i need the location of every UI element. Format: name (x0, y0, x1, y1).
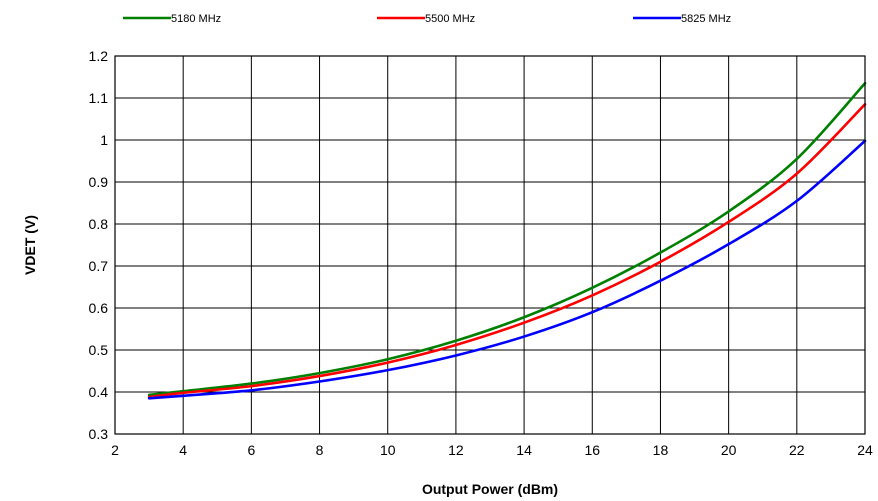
x-tick-label: 18 (653, 442, 669, 458)
y-tick-label: 0.9 (89, 174, 109, 190)
plot-background (115, 56, 865, 434)
x-tick-label: 24 (857, 442, 873, 458)
legend-label: 5825 MHz (681, 13, 731, 25)
series-lines (147, 82, 867, 400)
series-line-2 (147, 139, 867, 400)
y-tick-label: 0.5 (89, 342, 109, 358)
x-tick-label: 12 (448, 442, 464, 458)
x-tick-labels: 2 4 6 8 10 12 14 16 18 20 22 24 (111, 442, 873, 458)
plot-frame (114, 55, 866, 435)
y-tick-labels: 1.2 1.1 1 0.9 0.8 0.7 0.6 0.5 0.4 0.3 (89, 48, 109, 442)
x-tick-label: 10 (380, 442, 396, 458)
legend-label: 5180 MHz (171, 13, 221, 25)
legend: 5180 MHz 5500 MHz 5825 MHz (123, 13, 731, 25)
y-tick-label: 0.8 (89, 216, 109, 232)
legend-label: 5500 MHz (425, 13, 475, 25)
y-tick-label: 0.7 (89, 258, 109, 274)
y-tick-label: 0.3 (89, 426, 109, 442)
y-tick-label: 0.6 (89, 300, 109, 316)
y-tick-label: 1.1 (89, 90, 109, 106)
y-tick-label: 1.2 (89, 48, 109, 64)
y-tick-label: 1 (100, 132, 108, 148)
x-tick-label: 20 (721, 442, 737, 458)
y-tick-label: 0.4 (89, 384, 109, 400)
x-tick-label: 22 (789, 442, 805, 458)
legend-item-2: 5825 MHz (633, 13, 731, 25)
x-tick-label: 6 (247, 442, 255, 458)
x-tick-label: 16 (584, 442, 600, 458)
series-line-0 (147, 82, 867, 397)
x-tick-label: 14 (516, 442, 532, 458)
legend-item-0: 5180 MHz (123, 13, 221, 25)
series-line-1 (147, 103, 867, 399)
y-axis-title: VDET (V) (22, 215, 38, 275)
x-tick-label: 8 (316, 442, 324, 458)
x-axis-title: Output Power (dBm) (422, 481, 558, 497)
plot-area (114, 55, 867, 435)
legend-item-1: 5500 MHz (377, 13, 475, 25)
x-tick-label: 4 (179, 442, 187, 458)
x-tick-label: 2 (111, 442, 119, 458)
